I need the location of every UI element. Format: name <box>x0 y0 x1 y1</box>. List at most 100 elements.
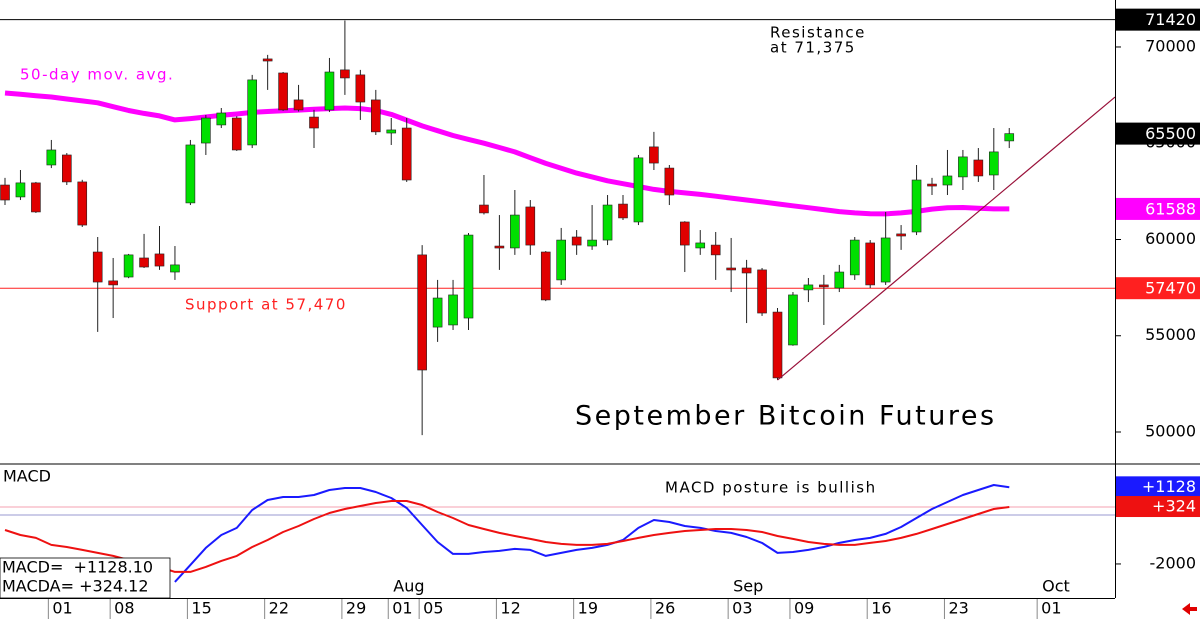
candle-body <box>401 127 412 181</box>
candle-body <box>865 242 876 286</box>
candle-body <box>139 257 149 268</box>
scroll-arrow[interactable] <box>1182 603 1197 615</box>
candle-body <box>556 239 567 281</box>
candle-body <box>108 280 118 286</box>
month-label: Sep <box>733 577 763 596</box>
macd-value-box <box>1116 496 1200 518</box>
candle-body <box>849 239 860 276</box>
candle-body <box>819 284 829 288</box>
candle-body <box>432 297 443 328</box>
x-tick-label: 01 <box>52 599 72 618</box>
readout-box <box>0 557 171 599</box>
candle-body <box>31 182 41 213</box>
y-tick-label: 55000 <box>1145 325 1196 344</box>
x-tick-label: 03 <box>732 599 752 618</box>
candle-body <box>618 203 628 219</box>
reference-value-box <box>1116 8 1200 31</box>
y-tick-label: 60000 <box>1145 229 1196 248</box>
panel-title: MACD <box>3 467 51 486</box>
candle-body <box>201 117 211 144</box>
candle-body <box>1004 133 1015 142</box>
candle-body <box>46 149 57 166</box>
macd-line <box>4 500 1010 573</box>
candle-body <box>788 294 798 346</box>
candle-body <box>710 244 721 256</box>
candle-body <box>386 129 397 134</box>
macd-value-label: +1128 <box>1142 477 1196 496</box>
reference-label: at 71,375 <box>770 39 856 57</box>
candle-body <box>927 183 937 187</box>
candle-body <box>772 311 783 379</box>
candle-body <box>679 221 690 246</box>
reference-label: Support at 57,470 <box>185 296 347 314</box>
candle-body <box>154 253 165 267</box>
macd-value-label: +324 <box>1152 497 1196 516</box>
x-tick-label: 16 <box>871 599 891 618</box>
candle-body <box>649 146 659 164</box>
candle-body <box>448 294 458 326</box>
moving-average-label: 50-day mov. avg. <box>20 66 174 84</box>
candle-body <box>92 251 103 283</box>
candle-body <box>370 99 381 133</box>
x-tick-label: 29 <box>346 599 366 618</box>
candle-body <box>958 156 968 178</box>
candle-body <box>479 204 489 214</box>
y-tick-label: -2000 <box>1150 553 1197 572</box>
candle-body <box>942 175 953 186</box>
candle-body <box>15 182 26 198</box>
candle-body <box>417 254 427 371</box>
candle-body <box>463 234 474 319</box>
candle-body <box>525 206 536 246</box>
x-tick-label: 26 <box>655 599 675 618</box>
candle-body <box>587 239 597 247</box>
x-tick-label: 22 <box>269 599 289 618</box>
reference-value-label: 71420 <box>1145 10 1196 29</box>
candle-body <box>988 151 999 176</box>
candle-body <box>278 72 288 111</box>
candle-body <box>633 157 644 223</box>
candle-body <box>123 254 134 278</box>
candle-body <box>247 79 257 146</box>
macd-annotation: MACD posture is bullish <box>665 479 877 497</box>
x-tick-label: 23 <box>948 599 968 618</box>
plot-layer: 5000055000600006500070000Resistanceat 71… <box>0 8 1200 619</box>
candle-body <box>309 116 319 129</box>
candle-body <box>324 71 335 111</box>
candle-body <box>726 267 736 271</box>
candle-body <box>834 271 845 289</box>
x-tick-label: 08 <box>114 599 134 618</box>
candle-body <box>664 167 675 196</box>
candle-body <box>757 269 767 314</box>
candle-body <box>973 159 984 177</box>
candle-body <box>77 181 88 226</box>
candle-body <box>695 242 706 249</box>
x-tick-label: 12 <box>500 599 520 618</box>
readout: MACD= +1128.10 <box>2 558 153 577</box>
candle-body <box>896 233 906 237</box>
macd-value-box <box>1116 476 1200 498</box>
chart-title: September Bitcoin Futures <box>575 401 997 432</box>
candle-body <box>293 99 304 111</box>
x-tick-label: 15 <box>191 599 211 618</box>
candle-body <box>0 184 10 201</box>
candle-body <box>340 69 350 79</box>
candle-body <box>170 264 180 273</box>
moving-average-value-label: 61588 <box>1145 199 1196 218</box>
reference-value-box <box>1116 277 1200 300</box>
candle-body <box>510 214 520 249</box>
candle-body <box>61 154 72 183</box>
candle-body <box>540 251 551 301</box>
candle-body <box>355 74 366 103</box>
trendline <box>777 96 1116 381</box>
reference-value-label: 57470 <box>1145 279 1196 298</box>
candle-body <box>216 112 227 126</box>
candle-body <box>911 179 922 233</box>
last-price-label: 65500 <box>1145 124 1196 143</box>
moving-average-line <box>4 90 1010 217</box>
candle-body <box>231 117 242 151</box>
y-tick-label: 70000 <box>1145 36 1196 55</box>
candle-body <box>880 237 891 283</box>
month-label: Aug <box>393 577 424 596</box>
x-tick-label: 01 <box>392 599 412 618</box>
